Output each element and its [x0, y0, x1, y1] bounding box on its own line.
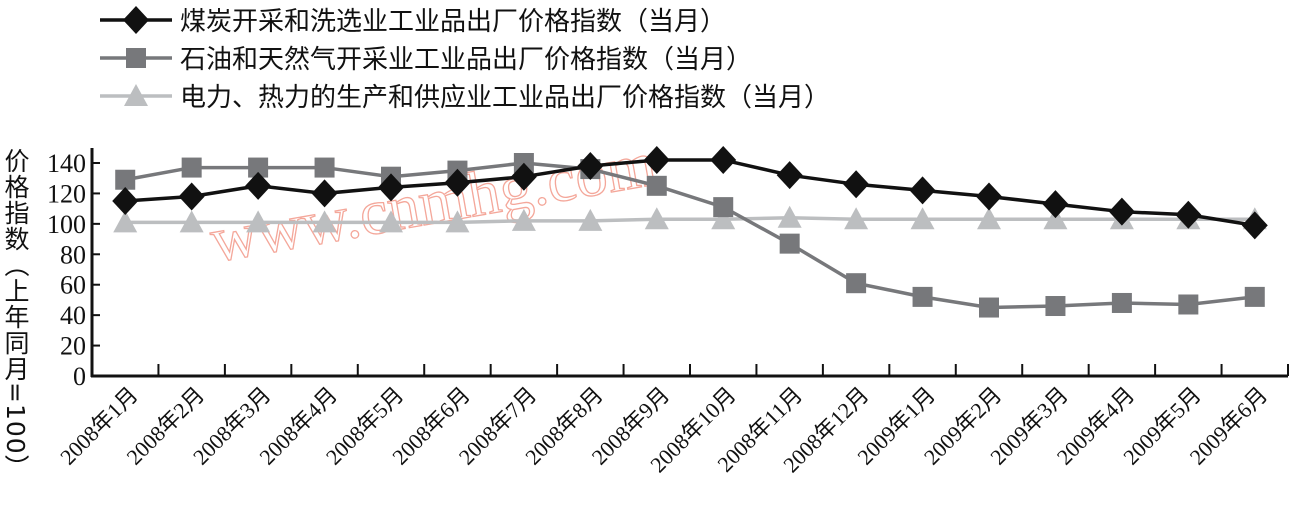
data-point-2	[179, 210, 204, 233]
data-point-1	[1178, 294, 1199, 315]
data-point-1	[979, 297, 999, 318]
data-point-2	[777, 205, 802, 228]
data-point-2	[844, 207, 869, 230]
data-point-1	[1244, 286, 1265, 307]
data-point-2	[312, 210, 337, 233]
data-point-2	[445, 210, 470, 233]
series-line-2	[125, 216, 1255, 225]
data-point-1	[115, 169, 136, 190]
data-point-2	[379, 210, 403, 233]
data-point-0	[378, 173, 404, 202]
legend-marker-0	[123, 6, 149, 34]
data-point-2	[711, 207, 736, 230]
data-point-2	[1043, 207, 1068, 230]
data-point-1	[713, 197, 734, 218]
data-point-1	[181, 157, 202, 178]
data-point-0	[643, 145, 670, 174]
data-point-0	[843, 170, 870, 199]
series-line-1	[124, 161, 1255, 310]
data-point-0	[1108, 197, 1135, 226]
watermark: www.cnmhg.com	[205, 128, 661, 276]
legend-label-0: 煤炭开采和洗选业工业品出厂价格指数（当月）	[180, 7, 726, 37]
data-point-2	[578, 208, 603, 231]
data-point-0	[976, 182, 1002, 211]
data-point-0	[510, 162, 537, 191]
data-point-1	[248, 157, 269, 178]
data-point-0	[245, 171, 272, 200]
data-point-0	[577, 152, 604, 181]
legend-marker-2	[124, 84, 148, 106]
legend-label-2: 电力、热力的生产和供应业工业品出厂价格指数（当月）	[180, 83, 830, 113]
data-point-2	[977, 207, 1001, 230]
y-tick-label: 0	[73, 362, 86, 391]
y-axis-label: 价格指数（上年同月=100）	[1, 148, 30, 481]
y-tick-label: 100	[47, 210, 86, 239]
data-point-1	[912, 286, 933, 307]
y-tick-label: 40	[60, 301, 86, 330]
data-point-0	[444, 168, 471, 197]
data-point-1	[1111, 292, 1132, 313]
data-point-1	[779, 233, 800, 254]
data-point-2	[246, 210, 271, 233]
data-point-0	[909, 176, 936, 205]
legend-marker-1	[126, 48, 146, 68]
data-point-0	[178, 182, 205, 211]
data-point-0	[1241, 211, 1268, 240]
data-point-2	[910, 207, 935, 230]
y-tick-label: 80	[60, 240, 86, 269]
data-point-1	[314, 157, 335, 178]
data-point-0	[1175, 200, 1202, 229]
y-tick-label: 60	[60, 271, 86, 300]
data-point-0	[776, 161, 803, 190]
data-point-0	[1042, 190, 1069, 219]
data-point-0	[311, 179, 338, 208]
data-point-2	[644, 207, 669, 230]
y-tick-label: 20	[60, 332, 86, 361]
data-point-1	[646, 175, 667, 196]
y-tick-label: 140	[47, 149, 86, 178]
legend-label-1: 石油和天然气开采业工业品出厂价格指数（当月）	[180, 45, 752, 75]
data-point-1	[1045, 296, 1066, 317]
data-point-2	[511, 208, 536, 231]
data-point-0	[710, 145, 737, 174]
data-point-0	[112, 187, 139, 216]
data-point-1	[846, 273, 867, 294]
data-point-2	[113, 210, 138, 233]
y-tick-label: 120	[47, 179, 86, 208]
